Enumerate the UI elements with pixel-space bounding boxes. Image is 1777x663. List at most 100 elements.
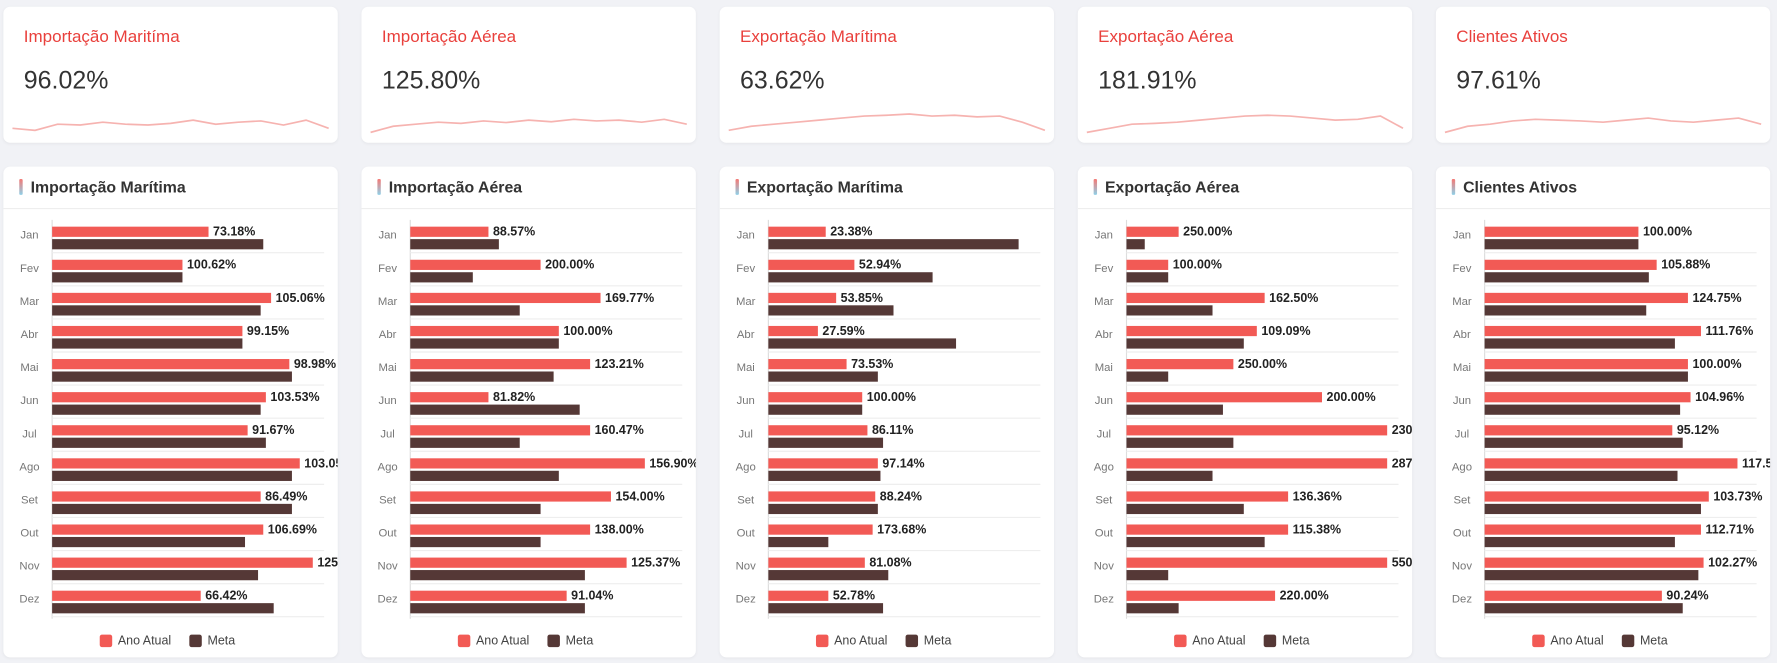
- title-accent: [19, 179, 23, 195]
- chart: Exportação Marítima Jan 23.38% Fev 52.94% Mar…: [719, 179, 1054, 648]
- bar-meta: [1484, 272, 1649, 283]
- category-label: Jun: [20, 395, 38, 407]
- bar-ano: [768, 590, 829, 601]
- category-label: Set: [379, 494, 397, 506]
- category-label: Out: [737, 528, 756, 540]
- bar-meta: [1484, 503, 1701, 515]
- kpi-title: Importação Maritíma: [23, 27, 180, 47]
- bar-meta: [768, 371, 878, 382]
- chart-title: Importação Marítima: [31, 179, 186, 196]
- category-label: Mai: [378, 362, 396, 374]
- bar-meta: [1126, 470, 1213, 481]
- category-label: Fev: [20, 263, 39, 275]
- bar-meta: [410, 503, 541, 515]
- chart: Importação Marítima Jan 73.18% Fev 100.62% Ma…: [3, 179, 338, 648]
- bar-ano: [52, 392, 266, 403]
- legend-label: Meta: [1640, 634, 1668, 648]
- legend-label: Meta: [924, 634, 952, 648]
- bar-meta: [1126, 338, 1244, 349]
- sparkline: [12, 119, 329, 132]
- bar-label: 99.15%: [247, 324, 289, 338]
- bar-label: 250.00%: [1183, 225, 1232, 239]
- bar-ano: [1126, 259, 1169, 270]
- legend-swatch: [1263, 634, 1277, 648]
- bar-ano: [768, 325, 818, 337]
- bar-ano: [768, 226, 826, 237]
- bar-label: 53.85%: [841, 291, 883, 305]
- category-label: Mar: [1452, 296, 1472, 308]
- bar-ano: [1126, 425, 1388, 436]
- category-label: Out: [1453, 528, 1472, 540]
- bar-label: 73.18%: [213, 225, 255, 239]
- kpi-card: Importação Maritíma 96.02%: [3, 6, 338, 143]
- legend-label: Meta: [207, 634, 235, 648]
- bar-label: 91.04%: [571, 589, 613, 603]
- bar-meta: [768, 404, 863, 415]
- bar-meta: [1484, 239, 1639, 250]
- bar-ano: [768, 292, 837, 304]
- legend-swatch: [905, 634, 919, 648]
- title-accent: [1451, 179, 1456, 195]
- bar-ano: [1484, 392, 1691, 403]
- bar-label: 138.00%: [595, 522, 644, 536]
- bar-ano: [410, 590, 567, 601]
- bar-ano: [768, 458, 878, 469]
- bar-label: 88.24%: [880, 489, 922, 503]
- legend-swatch: [1532, 634, 1545, 648]
- bar-meta: [768, 470, 881, 481]
- bar-label: 27.59%: [822, 324, 864, 338]
- bar-label: 105.06%: [276, 291, 325, 305]
- bar-ano: [410, 359, 591, 370]
- category-label: Dez: [19, 594, 39, 606]
- bar-meta: [52, 536, 246, 548]
- bar-label: 91.67%: [252, 423, 294, 437]
- bar-ano: [768, 359, 847, 370]
- kpi-value: 97.61%: [1456, 65, 1541, 95]
- bar-ano: [410, 292, 601, 304]
- category-label: Abr: [1095, 329, 1113, 341]
- bar-ano: [768, 392, 863, 403]
- chart-card: Exportação Aérea Jan 250.00% Fev 100.00% Mar 1…: [1077, 166, 1413, 658]
- bar-ano: [1126, 325, 1257, 337]
- bar-ano: [1484, 524, 1701, 535]
- category-label: Out: [20, 528, 39, 540]
- kpi-card: Clientes Ativos 97.61%: [1435, 6, 1771, 143]
- category-label: Abr: [379, 329, 397, 341]
- bar-ano: [410, 491, 611, 502]
- category-label: Fev: [1094, 263, 1113, 275]
- category-label: Mar: [1094, 296, 1114, 308]
- bar-label: 81.82%: [493, 390, 535, 404]
- category-label: Out: [1095, 528, 1114, 540]
- category-label: Mar: [378, 296, 398, 308]
- category-label: Mar: [20, 296, 40, 308]
- bar-label: 123.21%: [595, 357, 644, 371]
- chart-title: Exportação Aérea: [1105, 179, 1239, 196]
- title-accent: [735, 179, 739, 195]
- bar-ano: [1484, 226, 1639, 237]
- bar-meta: [768, 603, 884, 614]
- bar-ano: [1126, 458, 1388, 469]
- category-label: Jun: [737, 395, 755, 407]
- bar-ano: [52, 259, 183, 270]
- category-label: Set: [1453, 494, 1471, 506]
- sparkline-line: [728, 113, 1046, 132]
- bar-meta: [1126, 503, 1244, 515]
- bar-meta: [410, 603, 585, 614]
- bar-ano: [768, 425, 868, 436]
- kpi-value: 96.02%: [23, 65, 109, 95]
- legend-swatch: [815, 634, 829, 648]
- bar-ano: [52, 425, 248, 436]
- bar-ano: [1484, 292, 1688, 304]
- sparkline: [1444, 117, 1762, 134]
- bar-meta: [768, 305, 894, 316]
- category-label: Nov: [736, 561, 756, 573]
- legend-swatch: [1174, 634, 1187, 648]
- category-label: Dez: [1094, 594, 1114, 606]
- bar-label: 100.62%: [187, 258, 236, 272]
- bar-label: 100.00%: [1692, 357, 1741, 371]
- bar-meta: [52, 404, 261, 415]
- bar-meta: [768, 272, 933, 283]
- bar-meta: [410, 239, 499, 250]
